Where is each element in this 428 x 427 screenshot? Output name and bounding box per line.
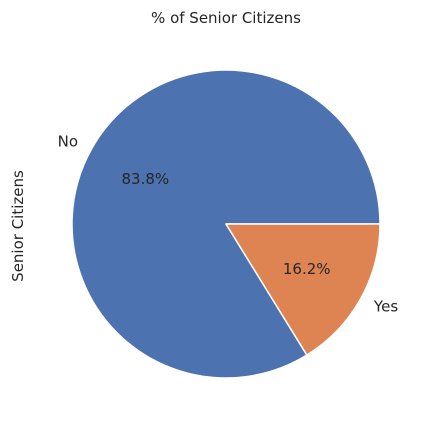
- pie-slices: [71, 69, 381, 379]
- slice-pct-yes: 16.2%: [283, 260, 331, 278]
- slice-label-yes: Yes: [373, 298, 398, 316]
- chart-title: % of Senior Citizens: [151, 9, 301, 27]
- pie-slice-yes: [225, 223, 381, 356]
- slice-label-no: No: [58, 132, 78, 150]
- y-axis-label: Senior Citizens: [9, 170, 27, 282]
- pie-labels: No 83.8% Yes 16.2%: [58, 132, 399, 315]
- slice-pct-no: 83.8%: [121, 170, 169, 188]
